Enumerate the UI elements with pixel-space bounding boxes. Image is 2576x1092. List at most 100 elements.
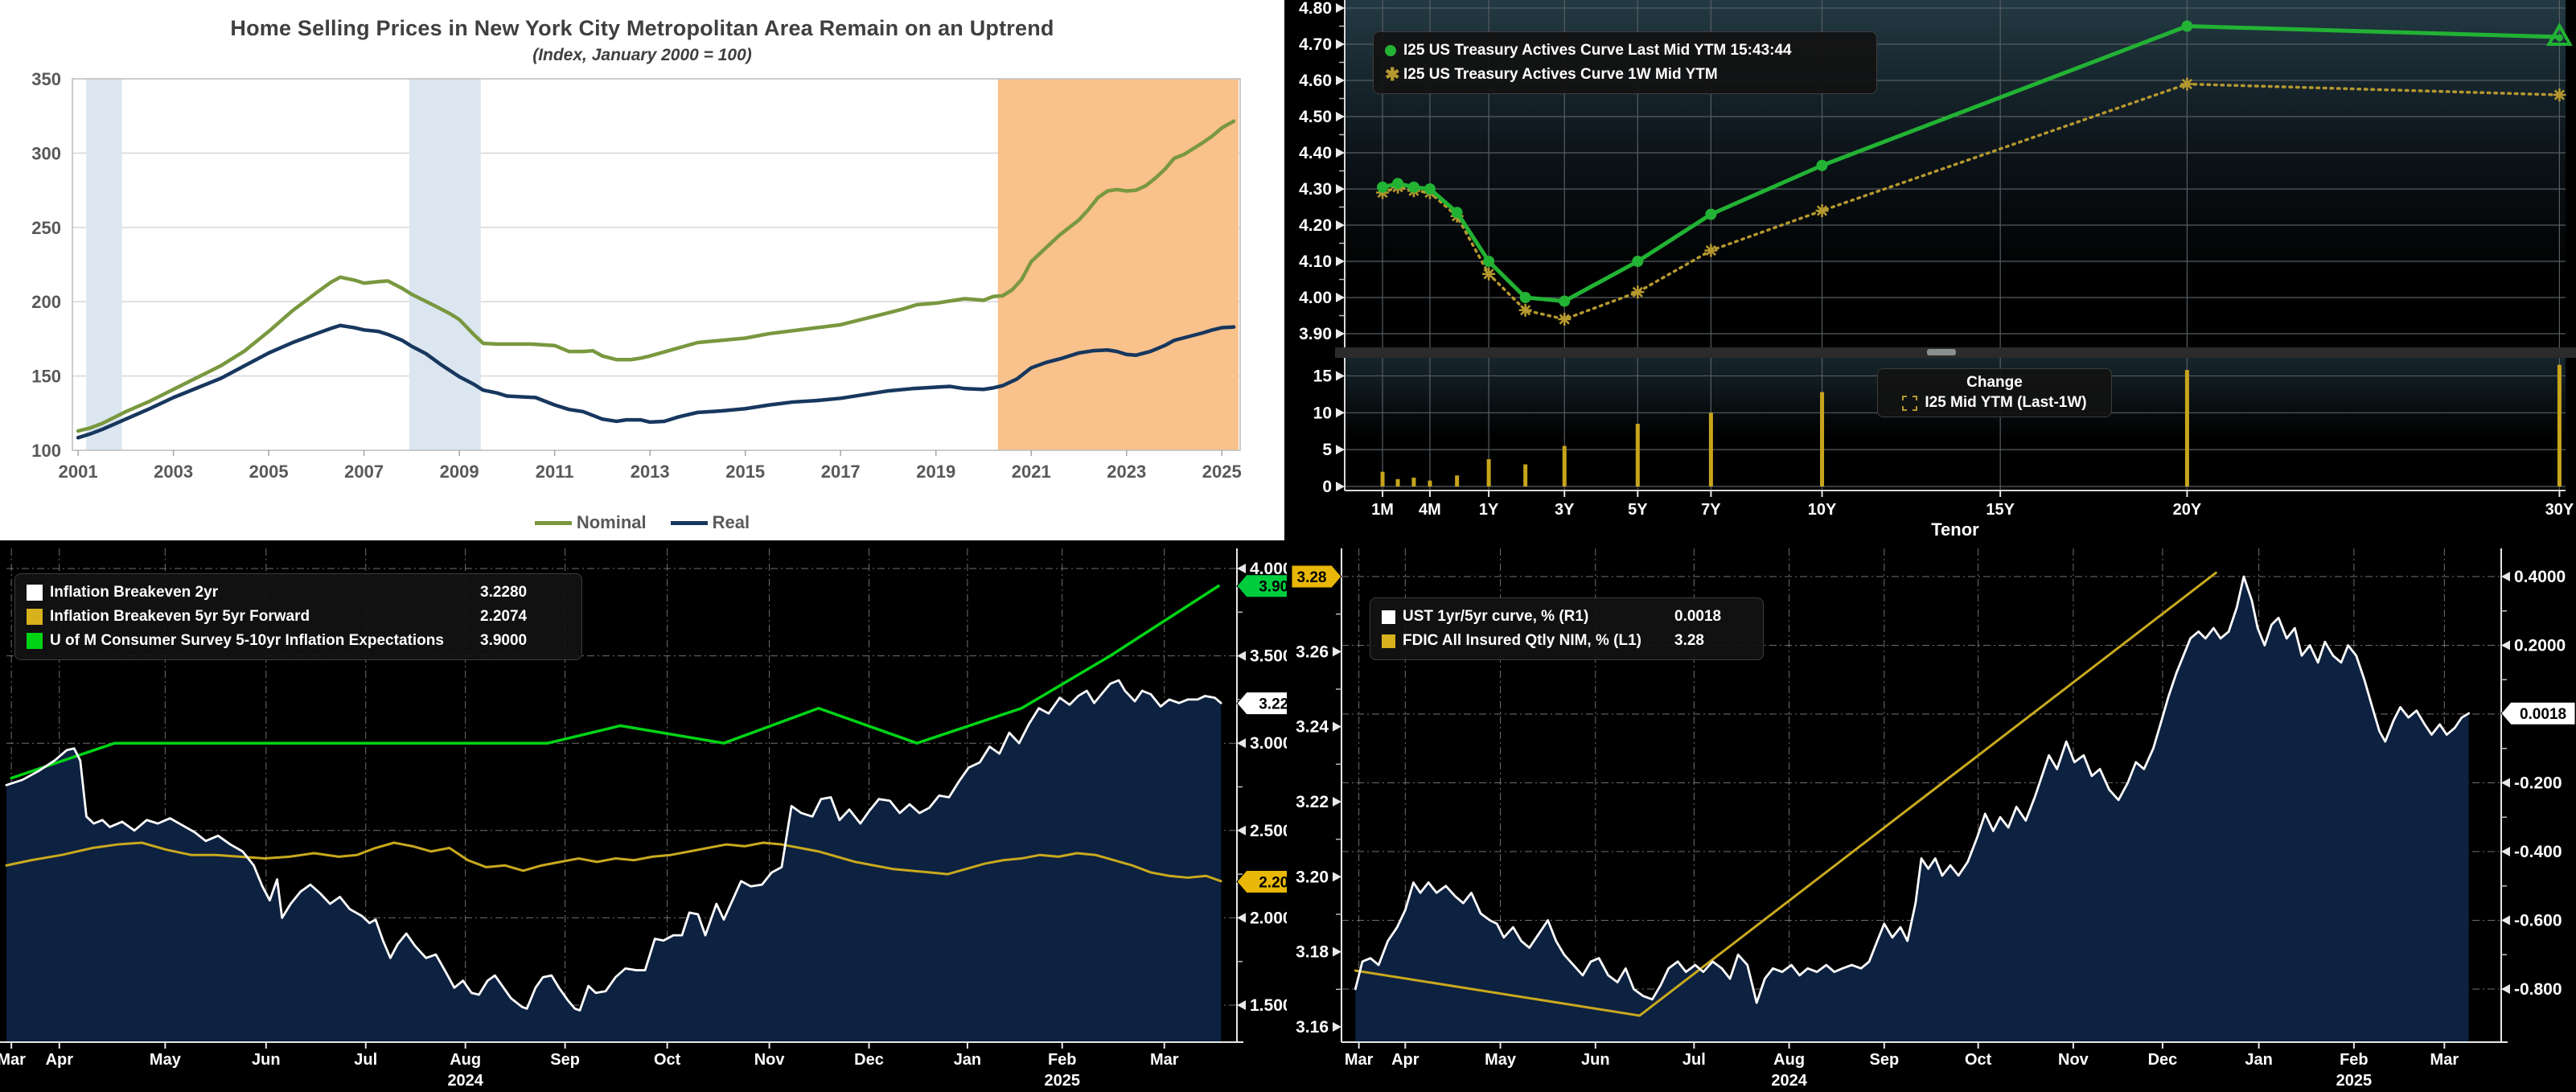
breakeven-2yr-area: [6, 680, 1222, 1042]
svg-text:2.000: 2.000: [1250, 909, 1287, 927]
svg-text:4.80: 4.80: [1299, 0, 1332, 18]
legend-item-1w-curve[interactable]: ✱ I25 US Treasury Actives Curve 1W Mid Y…: [1385, 63, 1865, 87]
svg-text:Tenor: Tenor: [1931, 519, 1979, 540]
svg-text:1.500: 1.500: [1250, 996, 1287, 1015]
home-prices-plot: 100 150 200 250 300 350 2001 2003 2005 2007 2009 20…: [31, 69, 1242, 482]
svg-text:Jun: Jun: [252, 1051, 281, 1069]
axis-badge: [1236, 574, 1287, 598]
svg-text:2017: 2017: [821, 462, 861, 482]
svg-text:May: May: [150, 1051, 182, 1069]
dashed-bar-swatch-icon: [1902, 395, 1918, 411]
band-recent-uptrend-highlight: [997, 79, 1239, 450]
treasury-curve-plot: 4.80 4.70 4.60 4.50 4.40 4.30 4.20 4.10 4.00 3.90…: [1299, 0, 2576, 540]
nominal-line-swatch: [534, 520, 572, 525]
change-bar-2M: [1395, 478, 1400, 486]
yellow-swatch: [1382, 634, 1395, 648]
nim-curve-legend: UST 1yr/5yr curve, % (R1) 0.0018 FDIC Al…: [1370, 597, 1764, 660]
legend-item-umich-survey[interactable]: U of M Consumer Survey 5-10yr Inflation …: [27, 629, 570, 653]
svg-text:10: 10: [1313, 404, 1332, 422]
svg-text:Aug: Aug: [1773, 1051, 1805, 1069]
svg-text:2021: 2021: [1012, 462, 1051, 482]
svg-text:2001: 2001: [59, 462, 98, 482]
svg-text:Oct: Oct: [654, 1051, 681, 1069]
svg-text:200: 200: [31, 292, 61, 312]
svg-text:-0.400: -0.400: [2514, 843, 2562, 861]
legend-value: 2.2074: [480, 608, 528, 625]
svg-text:4.10: 4.10: [1299, 252, 1332, 271]
yellow-swatch: [27, 609, 43, 625]
series-breakeven-2yr: [5, 679, 1222, 1012]
svg-text:Sep: Sep: [1870, 1051, 1900, 1069]
svg-text:5Y: 5Y: [1628, 501, 1648, 519]
svg-text:4.30: 4.30: [1299, 180, 1332, 199]
axis-badge: [1236, 869, 1287, 893]
change-bar-1Y: [1486, 459, 1491, 486]
svg-text:3.22: 3.22: [1296, 793, 1329, 811]
svg-text:0: 0: [1322, 478, 1332, 496]
svg-text:3.228: 3.228: [1259, 696, 1287, 713]
ust-curve-area: [1355, 577, 2469, 1042]
svg-text:150: 150: [31, 367, 61, 387]
legend-item-breakeven-5y5y[interactable]: Inflation Breakeven 5yr 5yr Forward 2.20…: [27, 605, 570, 629]
legend-value: 3.9000: [480, 632, 528, 649]
change-bar-10Y: [1820, 392, 1825, 486]
svg-text:0.4000: 0.4000: [2514, 568, 2566, 586]
svg-text:3.900: 3.900: [1259, 579, 1287, 596]
svg-text:2015: 2015: [725, 462, 765, 482]
svg-text:1M: 1M: [1371, 501, 1394, 519]
legend-label: UST 1yr/5yr curve, % (R1): [1403, 608, 1589, 625]
nim-vs-curve-panel: 3.26 3.24 3.22 3.20 3.18 3.16 0.4000 0.2000 -0.2…: [1287, 540, 2576, 1092]
svg-text:3.16: 3.16: [1296, 1018, 1329, 1037]
svg-text:2019: 2019: [916, 462, 955, 482]
legend-item-breakeven-2yr[interactable]: Inflation Breakeven 2yr 3.2280: [27, 581, 570, 605]
series-5y5y-forward: [5, 841, 1222, 883]
svg-text:-0.600: -0.600: [2514, 912, 2562, 930]
legend-item-last-curve[interactable]: I25 US Treasury Actives Curve Last Mid Y…: [1385, 39, 1865, 63]
green-swatch: [27, 633, 43, 649]
svg-text:Dec: Dec: [854, 1051, 884, 1069]
change-bar-5Y: [1635, 424, 1640, 486]
svg-text:3.20: 3.20: [1296, 868, 1329, 886]
svg-text:3.28: 3.28: [1297, 569, 1327, 586]
svg-text:3.24: 3.24: [1296, 718, 1329, 737]
axis-badge: [1236, 692, 1287, 716]
legend-item-ust-curve[interactable]: UST 1yr/5yr curve, % (R1) 0.0018: [1382, 605, 1752, 629]
nim-vs-curve-plot: 3.26 3.24 3.22 3.20 3.18 3.16 0.4000 0.2000 -0.2…: [1291, 548, 2576, 1090]
svg-text:4.40: 4.40: [1299, 144, 1332, 162]
svg-text:2025: 2025: [1044, 1072, 1080, 1090]
svg-text:Dec: Dec: [2148, 1051, 2178, 1069]
svg-text:Jul: Jul: [354, 1051, 377, 1069]
svg-text:4.000: 4.000: [1250, 560, 1287, 578]
svg-text:Feb: Feb: [1048, 1051, 1077, 1069]
change-bar-4M: [1428, 480, 1432, 486]
svg-text:2003: 2003: [154, 462, 193, 482]
svg-text:Jan: Jan: [2245, 1051, 2272, 1069]
svg-text:Mar: Mar: [0, 1051, 26, 1069]
change-title: Change: [1966, 374, 2023, 391]
legend-label: I25 US Treasury Actives Curve Last Mid Y…: [1403, 42, 1792, 59]
svg-text:250: 250: [31, 218, 61, 238]
legend-label: Inflation Breakeven 2yr: [50, 584, 219, 601]
legend-label: Real: [712, 512, 750, 532]
svg-text:2025: 2025: [1202, 462, 1242, 482]
chart-title: Home Selling Prices in New York City Met…: [230, 16, 1054, 40]
svg-text:3.000: 3.000: [1250, 734, 1287, 753]
asterisk-marker-icon: ✱: [1385, 64, 1400, 84]
home-prices-chart-panel: Home Selling Prices in New York City Met…: [0, 0, 1284, 540]
svg-text:-0.200: -0.200: [2514, 774, 2562, 793]
svg-text:Sep: Sep: [550, 1051, 580, 1069]
svg-text:Aug: Aug: [450, 1051, 481, 1069]
change-legend-row[interactable]: I25 Mid YTM (Last-1W): [1886, 394, 2103, 412]
svg-text:Feb: Feb: [2340, 1051, 2369, 1069]
legend-item-fdic-nim[interactable]: FDIC All Insured Qtly NIM, % (L1) 3.28: [1382, 629, 1752, 653]
svg-text:0.0018: 0.0018: [2520, 706, 2566, 723]
change-bar-2Y: [1523, 464, 1528, 486]
svg-text:15: 15: [1313, 367, 1333, 385]
legend-label: Inflation Breakeven 5yr 5yr Forward: [50, 608, 310, 625]
panel-divider-drag-handle[interactable]: [1927, 349, 1956, 355]
svg-text:Apr: Apr: [1391, 1051, 1419, 1069]
series-umich: [10, 584, 1220, 780]
svg-text:4.20: 4.20: [1299, 216, 1332, 235]
legend-value: 3.2280: [480, 584, 528, 601]
